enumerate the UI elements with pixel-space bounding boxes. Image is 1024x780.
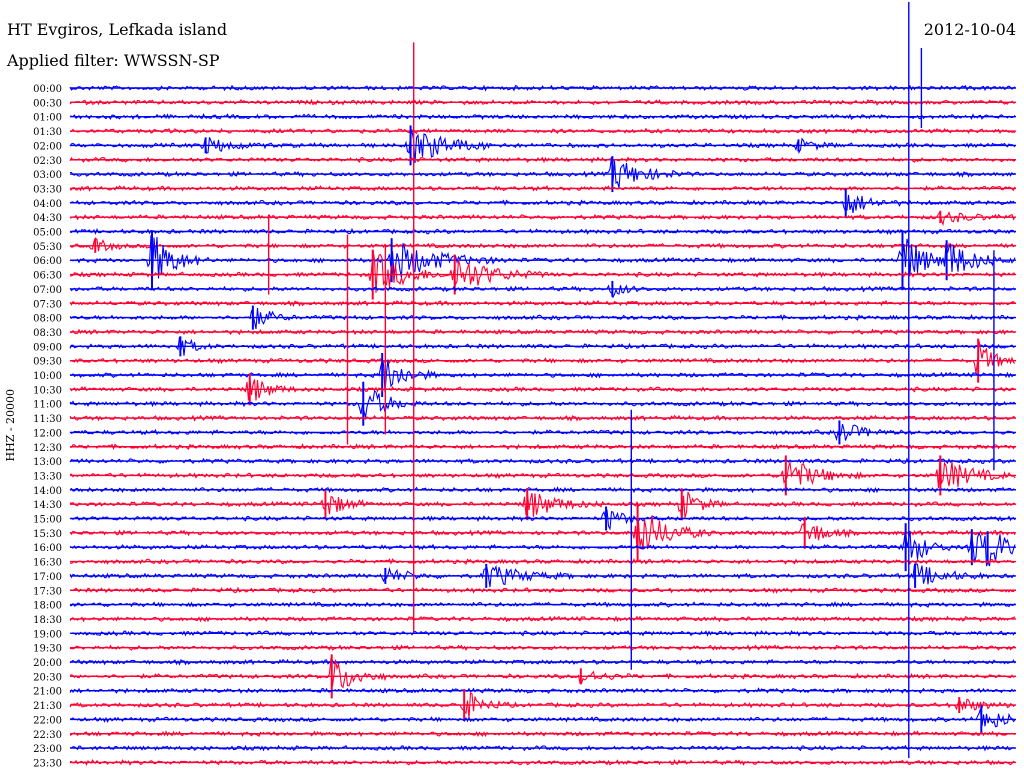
- row-time-label: 13:30: [33, 471, 62, 482]
- row-time-label: 04:00: [33, 199, 62, 210]
- filter-label: Applied filter: WWSSN-SP: [7, 51, 220, 70]
- trace-row: [70, 113, 1016, 121]
- row-time-label: 22:30: [33, 730, 62, 741]
- row-time-label: 08:00: [33, 314, 62, 325]
- row-time-label: 15:30: [33, 529, 62, 540]
- trace-row: [69, 457, 1016, 465]
- trace-row: [69, 658, 1016, 666]
- row-time-label: 17:30: [33, 586, 62, 597]
- row-time-label: 02:00: [33, 141, 62, 152]
- trace-row: [69, 359, 1016, 393]
- trace-row: [69, 249, 1016, 293]
- row-time-label: 09:00: [33, 342, 62, 353]
- trace-row: [69, 708, 1016, 728]
- trace-row: [69, 457, 1016, 489]
- trace-row: [69, 210, 1016, 227]
- trace-row: [69, 557, 1016, 565]
- trace-row: [69, 237, 1016, 252]
- row-time-label: 00:30: [33, 98, 62, 109]
- trace-row: [69, 308, 1016, 330]
- row-time-label: 20:00: [33, 658, 62, 669]
- trace-row: [69, 194, 1016, 213]
- row-time-label: 12:00: [33, 428, 62, 439]
- trace-row: [69, 491, 1016, 521]
- trace-row: [69, 299, 1016, 308]
- row-time-label: 08:30: [33, 328, 62, 339]
- trace-row: [69, 284, 1016, 299]
- row-time-label: 10:30: [33, 385, 62, 396]
- row-time-label: 13:00: [33, 457, 62, 468]
- row-time-label: 20:30: [33, 672, 62, 683]
- trace-row: [69, 235, 1016, 279]
- trace-row: [69, 390, 1016, 418]
- row-time-label: 23:00: [33, 744, 62, 755]
- row-time-label: 14:00: [33, 486, 62, 497]
- row-time-label: 00:00: [33, 84, 62, 95]
- row-time-label: 10:00: [33, 371, 62, 382]
- row-time-label: 15:00: [33, 515, 62, 526]
- row-time-label: 01:30: [33, 127, 62, 138]
- row-time-label: 21:00: [33, 687, 62, 698]
- row-time-label: 22:00: [33, 715, 62, 726]
- row-time-label: 01:00: [33, 113, 62, 124]
- row-time-label: 05:30: [33, 242, 62, 253]
- row-time-label: 09:30: [33, 357, 62, 368]
- row-time-label: 12:30: [33, 443, 62, 454]
- row-time-label: 21:30: [33, 701, 62, 712]
- trace-row: [69, 515, 1016, 550]
- row-time-label: 04:30: [33, 213, 62, 224]
- row-time-label: 18:00: [33, 601, 62, 612]
- row-time-label: 17:00: [33, 572, 62, 583]
- row-time-label: 06:30: [33, 271, 62, 282]
- row-time-label: 18:30: [33, 615, 62, 626]
- station-title: HT Evgiros, Lefkada island: [7, 20, 228, 39]
- row-time-label: 11:00: [33, 400, 62, 411]
- row-time-label: 23:30: [33, 758, 62, 769]
- row-time-label: 05:00: [33, 228, 62, 239]
- row-time-label: 02:30: [33, 156, 62, 167]
- row-time-label: 16:00: [33, 543, 62, 554]
- row-time-label: 14:30: [33, 500, 62, 511]
- date-label: 2012-10-04: [923, 20, 1016, 39]
- row-time-label: 06:00: [33, 256, 62, 267]
- row-time-label: 19:30: [33, 644, 62, 655]
- row-time-label: 03:30: [33, 184, 62, 195]
- row-time-label: 03:00: [33, 170, 62, 181]
- row-time-label: 07:00: [33, 285, 62, 296]
- row-time-label: 19:00: [33, 629, 62, 640]
- row-time-label: 07:30: [33, 299, 62, 310]
- trace-row: [70, 157, 1016, 189]
- row-time-label: 11:30: [33, 414, 62, 425]
- y-axis-label: HHZ - 20000: [4, 389, 17, 462]
- row-time-label: 16:30: [33, 558, 62, 569]
- trace-row: [69, 509, 1016, 531]
